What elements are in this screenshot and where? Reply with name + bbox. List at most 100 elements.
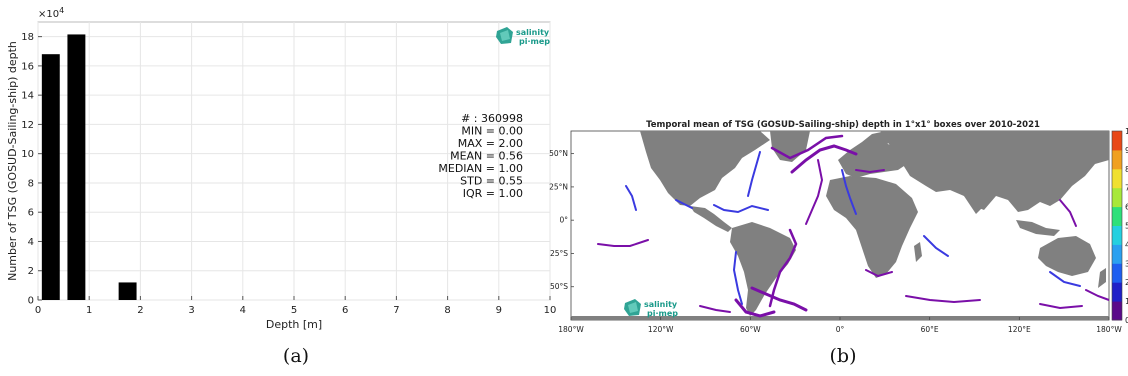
asia-land — [880, 131, 1109, 212]
stat-line: # : 360998 — [461, 112, 523, 125]
colorbar-segment — [1112, 282, 1122, 302]
track-chile — [732, 251, 743, 305]
colorbar-tick-label: 2 — [1125, 278, 1128, 287]
track-tasman — [1085, 289, 1109, 301]
x-tick-label: 0 — [35, 305, 41, 316]
x-axis-label: Depth [m] — [266, 318, 322, 331]
track-med — [855, 169, 885, 174]
colorbar-segment — [1112, 263, 1122, 283]
map-logo-line1: salinity — [644, 300, 678, 309]
x-tick-label: 8 — [444, 305, 450, 316]
longitude-tick-label: 60°W — [740, 325, 761, 334]
north-america-land — [640, 131, 770, 206]
central-america-land — [690, 206, 732, 232]
colorbar-tick-label: 8 — [1125, 165, 1128, 174]
x-tick-label: 10 — [544, 305, 557, 316]
africa-land — [826, 176, 918, 278]
colorbar-tick-label: 1 — [1125, 297, 1128, 306]
track-caribbean — [713, 204, 769, 214]
map-panel: Temporal mean of TSG (GOSUD-Sailing-ship… — [549, 120, 1128, 334]
longitude-tick-label: 60°E — [921, 325, 939, 334]
histogram-bars — [41, 34, 137, 301]
colorbar-segment — [1112, 187, 1122, 208]
colorbar-tick-label: 4 — [1125, 240, 1128, 249]
colorbar-segment — [1112, 149, 1122, 170]
colorbar-tick-label: 5 — [1125, 222, 1128, 231]
map-latitude-ticks: 50°N 25°N 0° 25°S 50°S — [549, 149, 574, 291]
colorbar-segment — [1112, 244, 1122, 264]
histogram-grid — [37, 22, 551, 301]
logo-shape-highlight-icon — [500, 30, 510, 41]
stat-line: MIN = 0.00 — [461, 125, 523, 138]
map-logo-highlight-icon — [628, 302, 638, 313]
latitude-tick-label: 50°N — [549, 149, 568, 158]
colorbar-segment — [1112, 225, 1122, 245]
colorbar-tick-label: 9 — [1125, 146, 1128, 155]
track-north-atlantic — [790, 144, 858, 174]
longitude-tick-label: 120°E — [1008, 325, 1031, 334]
x-tick-label: 2 — [137, 305, 143, 316]
x-tick-label: 9 — [496, 305, 502, 316]
map-salinity-pimep-logo: salinity pi·mep — [624, 299, 678, 318]
track-west-africa — [841, 169, 857, 215]
histogram-bar — [118, 282, 137, 300]
histogram-bar — [67, 34, 86, 301]
colorbar-segment — [1112, 301, 1122, 321]
histogram-x-ticks: 0 1 2 3 4 5 6 7 8 9 10 — [35, 296, 557, 316]
madagascar-land — [914, 242, 922, 262]
histogram-bar — [41, 54, 60, 301]
australia-land — [1038, 236, 1096, 276]
longitude-tick-label: 180°W — [1096, 325, 1122, 334]
new-zealand-land — [1098, 268, 1106, 288]
latitude-tick-label: 25°S — [550, 249, 568, 258]
y-tick-label: 0 — [28, 296, 34, 307]
stat-line: MEAN = 0.56 — [450, 150, 523, 163]
y-tick-label: 18 — [21, 32, 34, 43]
x-tick-label: 4 — [240, 305, 246, 316]
y-tick-label: 6 — [28, 208, 34, 219]
longitude-tick-label: 180°W — [558, 325, 584, 334]
land-masses — [571, 131, 1109, 320]
map-logo-line2: pi·mep — [647, 309, 678, 318]
colorbar-tick-label: 3 — [1125, 259, 1128, 268]
colorbar-tick-label: 10 — [1125, 127, 1128, 136]
track-australia-south — [1049, 271, 1081, 287]
logo-line2: pi·mep — [519, 37, 550, 46]
salinity-pimep-logo: salinity pi·mep — [496, 27, 550, 46]
track-indian-ocean — [923, 235, 949, 257]
x-tick-label: 6 — [342, 305, 348, 316]
track-pacific-east — [597, 239, 649, 247]
europe-land — [838, 140, 910, 178]
x-tick-label: 3 — [188, 305, 194, 316]
colorbar — [1111, 130, 1123, 321]
latitude-tick-label: 25°N — [549, 182, 568, 191]
colorbar-ticks: 0 1 2 3 4 5 6 7 8 9 10 — [1125, 127, 1128, 325]
stat-line: IQR = 1.00 — [463, 187, 523, 200]
map-title: Temporal mean of TSG (GOSUD-Sailing-ship… — [646, 120, 1040, 130]
latitude-tick-label: 50°S — [550, 282, 568, 291]
track-patagonia — [750, 286, 808, 312]
logo-line1: salinity — [516, 28, 550, 37]
y-tick-label: 12 — [21, 120, 34, 131]
track-south-atlantic — [768, 228, 798, 308]
caption-b: (b) — [830, 345, 857, 367]
y-tick-label: 16 — [21, 61, 34, 72]
y-axis-label: Number of TSG (GOSUD-Sailing-ship) depth — [6, 41, 19, 281]
colorbar-tick-label: 0 — [1125, 316, 1128, 325]
track-southern-ocean — [699, 305, 731, 313]
histogram-y-ticks: 0 2 4 6 8 10 12 14 16 18 — [21, 32, 42, 307]
colorbar-segment — [1112, 168, 1122, 189]
longitude-tick-label: 120°W — [648, 325, 674, 334]
y-tick-label: 4 — [28, 237, 34, 248]
colorbar-segment — [1112, 206, 1122, 226]
track-south-pacific — [1039, 303, 1083, 310]
track-north-atlantic-2 — [770, 134, 844, 160]
y-tick-label: 8 — [28, 178, 34, 189]
longitude-tick-label: 0° — [836, 325, 845, 334]
ship-tracks — [597, 134, 1109, 318]
colorbar-tick-label: 7 — [1125, 184, 1128, 193]
track-drake-passage — [734, 298, 776, 318]
x-tick-label: 7 — [393, 305, 399, 316]
